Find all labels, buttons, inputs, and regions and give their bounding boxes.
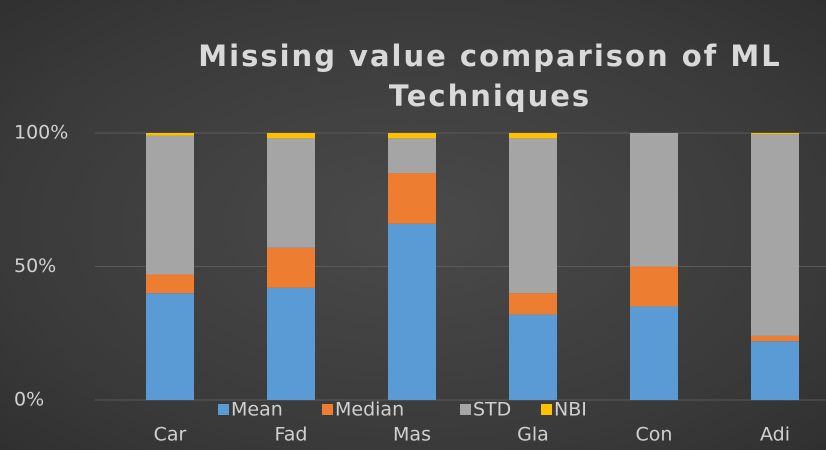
bar-segment bbox=[388, 173, 436, 224]
bar-segment bbox=[509, 293, 557, 315]
bar-segment bbox=[751, 341, 799, 400]
chart-title: Missing value comparison of ML Technique… bbox=[198, 39, 782, 113]
x-tick-label: Gla bbox=[517, 424, 549, 446]
y-tick-label: 50% bbox=[14, 255, 56, 277]
legend-label: Median bbox=[335, 399, 404, 421]
legend-label: NBI bbox=[554, 399, 587, 421]
bar-segment bbox=[388, 223, 436, 400]
legend-swatch bbox=[541, 404, 552, 415]
bar-segment bbox=[509, 133, 557, 139]
legend-label: Mean bbox=[231, 399, 283, 421]
x-tick-label: Adi bbox=[760, 424, 790, 446]
x-tick-label: Mas bbox=[393, 424, 431, 446]
bar-segment bbox=[146, 135, 194, 275]
bar-segment bbox=[267, 247, 315, 288]
x-tick-label: Con bbox=[636, 424, 673, 446]
legend-swatch bbox=[218, 404, 229, 415]
legend-swatch bbox=[322, 404, 333, 415]
y-tick-label: 100% bbox=[14, 122, 68, 144]
bar-segment bbox=[388, 133, 436, 139]
legend-label: STD bbox=[473, 399, 511, 421]
bar-segment bbox=[751, 335, 799, 342]
bar-segment bbox=[267, 287, 315, 400]
y-tick-label: 0% bbox=[14, 389, 44, 411]
bar-segment bbox=[146, 133, 194, 136]
bar-segment bbox=[630, 133, 678, 267]
x-tick-label: Fad bbox=[275, 424, 308, 446]
bar-segment bbox=[267, 138, 315, 248]
x-tick-label: Car bbox=[154, 424, 187, 446]
bar-segment bbox=[509, 138, 557, 294]
bar-segment bbox=[630, 306, 678, 400]
bar-segment bbox=[630, 266, 678, 307]
bar-segment bbox=[751, 133, 799, 135]
bar-segment bbox=[146, 293, 194, 400]
legend-swatch bbox=[460, 404, 471, 415]
bar-segment bbox=[751, 134, 799, 336]
bar-segment bbox=[146, 274, 194, 294]
bar-segment bbox=[267, 133, 315, 139]
bar-segment bbox=[388, 138, 436, 174]
bar-segment bbox=[509, 314, 557, 400]
